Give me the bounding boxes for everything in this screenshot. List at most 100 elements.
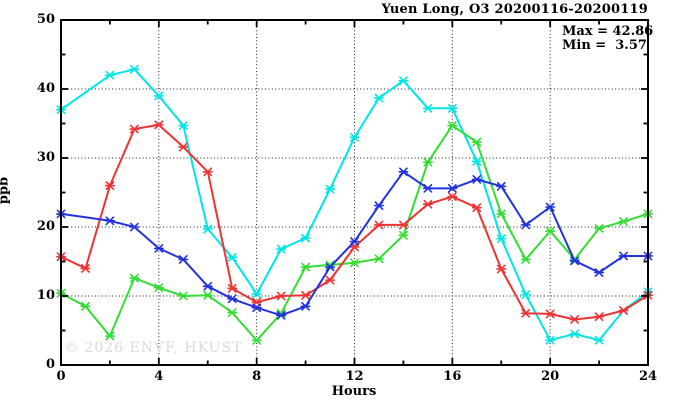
x-tick-label-8: 8 <box>252 369 262 384</box>
y-axis-title: ppb <box>0 176 12 205</box>
series-layer <box>55 64 654 345</box>
marker-line-blue-h7 <box>227 294 238 304</box>
marker-line-red-h3 <box>129 124 140 134</box>
marker-line-green-h23 <box>618 217 629 226</box>
stat-min-value: Min = 3.57 <box>562 38 647 53</box>
x-tick-label-24: 24 <box>638 369 658 384</box>
marker-line-green-h15 <box>422 157 433 167</box>
marker-line-red-h11 <box>325 275 336 285</box>
marker-line-green-h7 <box>227 308 238 317</box>
marker-line-green-h5 <box>178 291 189 301</box>
marker-line-blue-h8 <box>251 303 262 313</box>
x-tick-label-0: 0 <box>56 369 66 384</box>
marker-line-cyan-h21 <box>569 329 580 339</box>
line-green <box>60 124 649 342</box>
marker-line-green-h2 <box>104 331 115 341</box>
marker-line-blue-h17 <box>471 174 482 184</box>
marker-line-cyan-h20 <box>545 335 556 345</box>
marker-line-red-h9 <box>276 291 287 301</box>
marker-line-red-h6 <box>202 167 213 177</box>
marker-line-cyan-h8 <box>251 289 262 299</box>
marker-line-green-h10 <box>300 262 311 272</box>
marker-line-red-h20 <box>545 309 556 319</box>
marker-line-green-h16 <box>447 121 458 130</box>
marker-line-green-h6 <box>202 290 213 300</box>
marker-line-red-h16 <box>447 192 458 202</box>
marker-line-cyan-h14 <box>398 76 409 86</box>
marker-line-cyan-h15 <box>422 103 433 113</box>
marker-line-cyan-h3 <box>129 64 140 74</box>
marker-line-red-h7 <box>227 284 238 293</box>
marker-line-cyan-h19 <box>520 290 531 300</box>
marker-line-blue-h5 <box>178 255 189 264</box>
y-tick-label-20: 20 <box>36 219 55 234</box>
marker-line-green-h20 <box>545 226 556 236</box>
marker-line-cyan-h7 <box>227 252 238 262</box>
x-tick-label-16: 16 <box>443 369 462 384</box>
marker-line-cyan-h9 <box>276 244 287 254</box>
marker-line-red-h23 <box>618 306 629 315</box>
stat-max-value: Max = 42.86 <box>562 24 654 39</box>
marker-line-blue-h13 <box>373 201 384 211</box>
x-tick-label-12: 12 <box>345 369 364 384</box>
marker-line-cyan-h16 <box>447 103 458 113</box>
marker-line-blue-h22 <box>594 268 605 277</box>
marker-line-blue-h20 <box>545 202 556 212</box>
marker-line-cyan-h6 <box>202 224 213 234</box>
marker-line-green-h18 <box>496 209 507 219</box>
marker-line-green-h14 <box>398 230 409 240</box>
y-tick-label-50: 50 <box>36 12 55 27</box>
marker-line-cyan-h11 <box>325 184 336 194</box>
y-tick-label-40: 40 <box>36 81 55 96</box>
watermark: © 2026 ENVF, HKUST <box>64 340 243 356</box>
x-axis-title: Hours <box>331 384 377 399</box>
marker-line-red-h2 <box>104 181 115 190</box>
marker-line-cyan-h5 <box>178 121 189 130</box>
marker-line-green-h12 <box>349 258 360 268</box>
marker-line-red-h4 <box>153 120 164 130</box>
marker-line-cyan-h2 <box>104 70 115 80</box>
marker-line-red-h19 <box>520 308 531 318</box>
marker-line-cyan-h13 <box>373 93 384 103</box>
marker-line-green-h8 <box>251 335 262 345</box>
marker-line-red-h10 <box>300 290 311 300</box>
marker-line-cyan-h18 <box>496 234 507 244</box>
chart-title: Yuen Long, O3 20200116-20200119 <box>381 2 648 17</box>
marker-line-green-h1 <box>80 301 91 311</box>
marker-line-red-h22 <box>594 312 605 322</box>
marker-line-blue-h2 <box>104 216 115 226</box>
marker-line-cyan-h22 <box>594 335 605 345</box>
marker-line-red-h15 <box>422 199 433 209</box>
y-tick-label-0: 0 <box>45 357 55 372</box>
grid-layer <box>61 20 648 365</box>
marker-line-green-h4 <box>153 283 164 293</box>
marker-line-blue-h23 <box>618 251 629 261</box>
marker-line-green-h13 <box>373 254 384 264</box>
marker-line-blue-h14 <box>398 167 409 177</box>
marker-line-blue-h10 <box>300 301 311 311</box>
marker-line-blue-h11 <box>325 262 336 272</box>
marker-line-red-h1 <box>80 263 91 273</box>
marker-line-green-h3 <box>129 273 140 283</box>
marker-line-cyan-h10 <box>300 233 311 243</box>
marker-line-red-h5 <box>178 142 189 152</box>
marker-line-blue-h16 <box>447 183 458 193</box>
x-tick-label-4: 4 <box>154 369 164 384</box>
y-tick-label-10: 10 <box>36 288 55 303</box>
marker-line-blue-h9 <box>276 310 287 320</box>
marker-line-red-h17 <box>471 203 482 213</box>
marker-line-blue-h18 <box>496 181 507 191</box>
marker-line-blue-h6 <box>202 281 213 291</box>
marker-line-red-h14 <box>398 220 409 230</box>
x-tick-label-20: 20 <box>541 369 560 384</box>
marker-line-red-h13 <box>373 220 384 230</box>
marker-line-blue-h12 <box>349 237 360 246</box>
marker-line-cyan-h17 <box>471 157 482 166</box>
marker-line-blue-h21 <box>569 256 580 266</box>
marker-line-blue-h4 <box>153 243 164 253</box>
line-red <box>60 123 649 321</box>
marker-line-green-h17 <box>471 137 482 147</box>
marker-line-green-h22 <box>594 223 605 233</box>
